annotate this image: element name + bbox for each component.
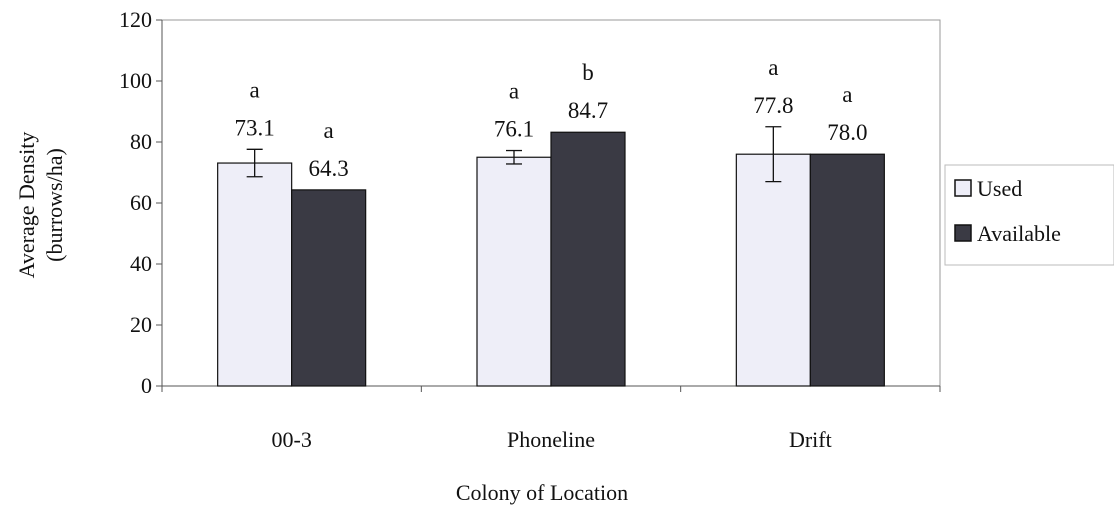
legend-swatch-available <box>954 224 972 242</box>
significance-label: a <box>250 77 260 102</box>
significance-label: a <box>509 79 519 104</box>
bar-available-00-3 <box>291 189 367 387</box>
y-tick-label: 0 <box>141 373 152 398</box>
bar-available-phoneline <box>550 131 626 387</box>
y-tick-label: 60 <box>130 190 152 215</box>
x-axis-title: Colony of Location <box>456 480 628 505</box>
x-tick-label: Phoneline <box>507 427 595 452</box>
bar-used-drift <box>735 153 811 387</box>
significance-label: a <box>324 118 334 143</box>
legend-label-available: Available <box>977 221 1061 246</box>
significance-label: a <box>768 55 778 80</box>
y-tick-label: 120 <box>119 7 152 32</box>
value-label: 76.1 <box>494 117 534 142</box>
value-label: 77.8 <box>753 93 793 118</box>
value-label: 78.0 <box>827 120 867 145</box>
y-axis-title-line2: (burrows/ha) <box>42 148 67 262</box>
value-label: 84.7 <box>568 98 608 123</box>
y-tick-label: 80 <box>130 129 152 154</box>
y-tick-label: 20 <box>130 312 152 337</box>
value-label: 64.3 <box>309 156 349 181</box>
legend: Used Available <box>944 164 1114 266</box>
significance-label: b <box>582 60 594 85</box>
y-tick-label: 40 <box>130 251 152 276</box>
legend-border <box>944 164 1114 266</box>
x-axis: 00-3 Phoneline Drift <box>161 385 941 452</box>
legend-swatch-used <box>954 179 972 197</box>
y-axis-title-line1: Average Density <box>14 132 39 279</box>
legend-label-used: Used <box>977 176 1022 201</box>
value-label: 73.1 <box>235 115 275 140</box>
significance-label: a <box>842 82 852 107</box>
y-tick-label: 100 <box>119 68 152 93</box>
data-labels: 73.1 a 64.3 a 76.1 a 84.7 b 77.8 a 78.0 a <box>235 55 868 181</box>
bar-available-drift <box>809 153 885 387</box>
bar-used-phoneline <box>476 156 552 387</box>
x-tick-label: 00-3 <box>272 427 312 452</box>
x-tick-label: Drift <box>789 427 832 452</box>
y-axis: 0 20 40 60 80 100 120 <box>119 7 163 398</box>
y-axis-title: Average Density (burrows/ha) <box>14 132 67 279</box>
bars <box>217 126 885 387</box>
bar-used-00-3 <box>217 162 293 387</box>
